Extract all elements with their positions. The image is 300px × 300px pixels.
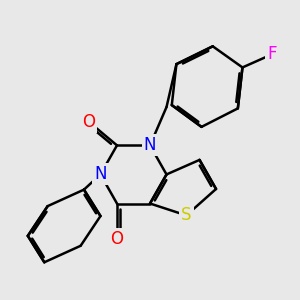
Text: F: F — [267, 45, 277, 63]
Text: N: N — [144, 136, 156, 154]
Text: O: O — [82, 112, 95, 130]
Text: O: O — [110, 230, 124, 248]
Text: S: S — [181, 206, 192, 224]
Text: N: N — [94, 165, 107, 183]
